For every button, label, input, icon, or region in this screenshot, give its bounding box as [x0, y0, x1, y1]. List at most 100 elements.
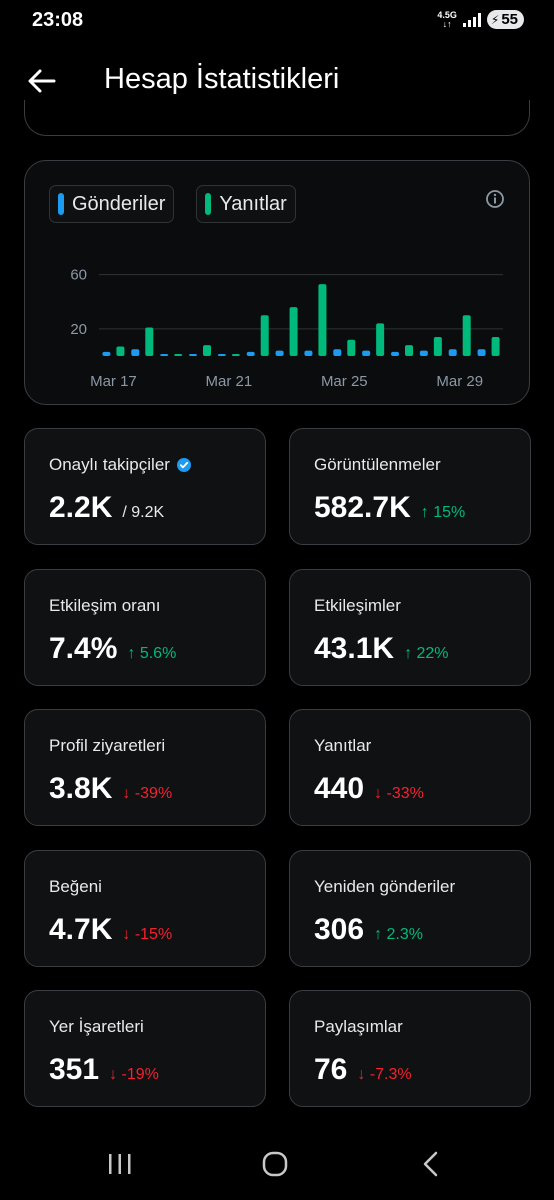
activity-chart: 60 20 Mar 17 Mar 21 Mar 25 Mar 29 [70, 267, 503, 390]
stat-value: 351 [49, 1053, 100, 1086]
stat-card-reposts[interactable]: Yeniden gönderiler 306 ↑ 2.3% [289, 850, 531, 967]
x-tick-label: Mar 21 [206, 373, 253, 390]
stat-change: ↓ -33% [374, 785, 424, 802]
back-button[interactable] [26, 66, 58, 96]
bar-posts [419, 350, 428, 356]
top-bar: Hesap İstatistikleri [0, 52, 554, 110]
stat-card-impressions[interactable]: Görüntülenmeler 582.7K ↑ 15% [289, 428, 531, 545]
stat-label: Yer İşaretleri [49, 1017, 144, 1036]
bar-replies [145, 327, 154, 356]
bar-replies [174, 354, 183, 356]
bar-posts [477, 349, 486, 356]
stat-card-engagement-rate[interactable]: Etkileşim oranı 7.4% ↑ 5.6% [24, 569, 266, 686]
bar-posts [217, 354, 226, 356]
page-title: Hesap İstatistikleri [104, 63, 340, 95]
status-icons: 4.5G ↓↑ ⚡ 55 [437, 10, 524, 29]
stat-row: 76 ↓ -7.3% [314, 1053, 412, 1087]
stat-label: Görüntülenmeler [314, 455, 441, 474]
legend-item-posts[interactable]: Gönderiler [49, 185, 175, 223]
stat-label: Beğeni [49, 877, 102, 896]
stat-label: Etkileşim oranı [49, 596, 161, 615]
bar-replies [376, 323, 385, 356]
battery-indicator: ⚡ 55 [486, 10, 524, 29]
stat-change: ↓ -7.3% [357, 1066, 412, 1083]
bar-posts [448, 349, 457, 356]
stat-card-shares[interactable]: Paylaşımlar 76 ↓ -7.3% [289, 990, 531, 1107]
y-tick-label: 20 [70, 321, 87, 338]
stat-value: 43.1K [314, 632, 395, 665]
system-navigation-bar [0, 1128, 554, 1200]
home-button[interactable] [255, 1146, 295, 1182]
legend-swatch-replies [205, 193, 212, 215]
stat-value: 76 [314, 1053, 348, 1086]
bar-replies [203, 345, 211, 356]
legend-label: Yanıtlar [219, 192, 287, 215]
bar-replies [462, 315, 471, 356]
stat-label: Onaylı takipçiler [49, 455, 170, 474]
status-time: 23:08 [32, 9, 84, 31]
bar-posts [131, 349, 140, 356]
activity-chart-card: 60 20 Mar 17 Mar 21 Mar 25 Mar 29 Gönderiler … [24, 160, 530, 405]
network-indicator: 4.5G ↓↑ [437, 9, 457, 29]
bar-posts [189, 354, 197, 356]
signal-icon [462, 12, 481, 27]
bar-replies [289, 307, 298, 356]
stat-change: ↓ -39% [122, 785, 173, 802]
chart-legend: Gönderiler Yanıtlar [49, 185, 296, 223]
recent-apps-button[interactable] [100, 1146, 140, 1182]
x-tick-label: Mar 25 [321, 373, 368, 390]
stat-row: 7.4% ↑ 5.6% [49, 632, 176, 666]
bar-posts [304, 350, 313, 356]
stat-label: Yeniden gönderiler [314, 877, 456, 896]
bar-replies [231, 354, 240, 356]
stat-change: ↑ 15% [420, 504, 466, 521]
stat-label: Yanıtlar [314, 736, 372, 755]
bar-replies [116, 346, 125, 356]
charging-icon: ⚡ [490, 12, 500, 27]
stat-value: 582.7K [314, 491, 411, 524]
stat-row: 351 ↓ -19% [49, 1053, 159, 1087]
stat-value: 3.8K [49, 772, 113, 805]
y-tick-label: 60 [70, 267, 87, 284]
stat-total: / 9.2K [122, 504, 165, 521]
stat-label: Paylaşımlar [314, 1017, 403, 1036]
stat-card-replies[interactable]: Yanıtlar 440 ↓ -33% [289, 709, 531, 826]
stat-change: ↑ 22% [404, 645, 449, 662]
previous-card-edge [24, 100, 530, 136]
battery-level: 55 [501, 11, 518, 28]
x-tick-label: Mar 17 [90, 373, 137, 390]
bar-replies [405, 345, 413, 356]
stat-card-bookmarks[interactable]: Yer İşaretleri 351 ↓ -19% [24, 990, 266, 1107]
data-arrows-icon: ↓↑ [442, 18, 452, 29]
legend-item-replies[interactable]: Yanıtlar [196, 185, 296, 223]
stat-value: 306 [314, 913, 365, 946]
stat-value: 440 [314, 772, 365, 805]
stat-row: 582.7K ↑ 15% [314, 491, 465, 525]
bar-posts [391, 351, 399, 356]
stat-change: ↑ 5.6% [127, 645, 177, 662]
stat-card-profile-visits[interactable]: Profil ziyaretleri 3.8K ↓ -39% [24, 709, 266, 826]
stat-change: ↓ -19% [109, 1066, 159, 1083]
bar-replies [260, 315, 269, 356]
x-tick-label: Mar 29 [436, 373, 483, 390]
back-nav-button[interactable] [411, 1146, 451, 1182]
stat-card-likes[interactable]: Beğeni 4.7K ↓ -15% [24, 850, 266, 967]
arrow-left-icon [28, 69, 56, 93]
bar-replies [491, 337, 500, 356]
stat-card-verified-followers[interactable]: Onaylı takipçiler 2.2K / 9.2K [24, 428, 266, 545]
network-type: 4.5G [437, 9, 457, 20]
stat-row: 4.7K ↓ -15% [49, 913, 172, 947]
stat-row: 43.1K ↑ 22% [314, 632, 449, 666]
bar-posts [246, 351, 255, 356]
stat-card-engagements[interactable]: Etkileşimler 43.1K ↑ 22% [289, 569, 531, 686]
legend-swatch-posts [58, 193, 64, 215]
stat-row: 2.2K / 9.2K [49, 491, 164, 525]
info-icon[interactable] [485, 189, 505, 209]
stat-value: 4.7K [49, 913, 113, 946]
stat-label: Etkileşimler [314, 596, 401, 615]
bar-replies [433, 337, 442, 356]
bar-replies [347, 339, 356, 356]
stat-change: ↑ 2.3% [374, 926, 423, 943]
stat-value: 2.2K [49, 491, 113, 524]
bar-posts [333, 349, 342, 356]
